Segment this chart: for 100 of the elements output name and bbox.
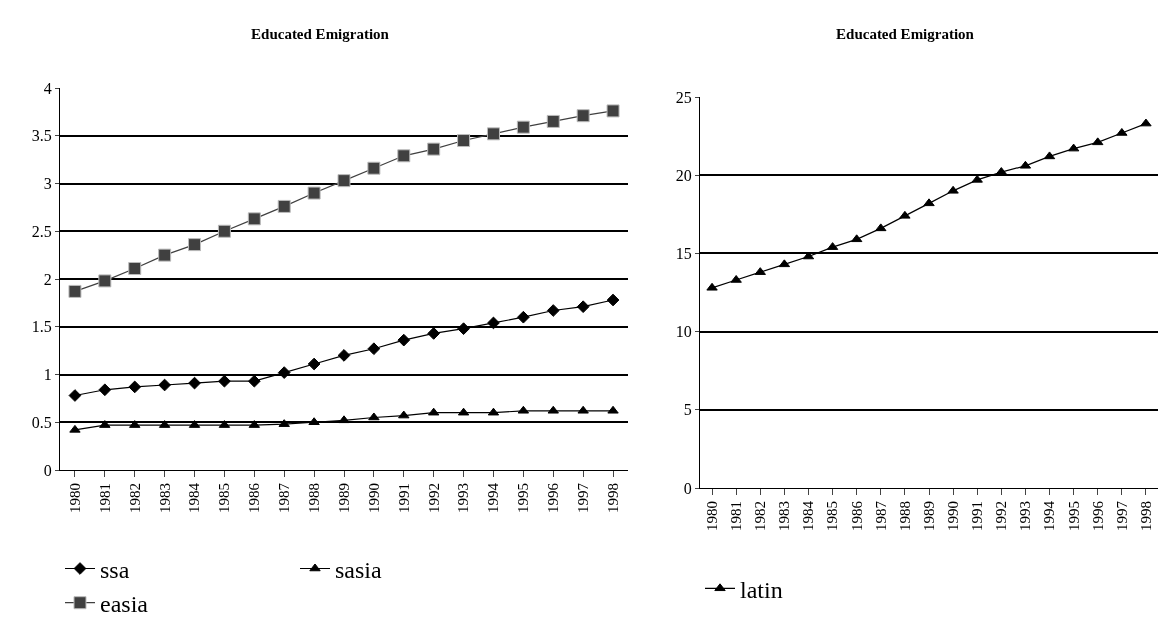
x-tick-label: 1985 xyxy=(824,501,841,531)
x-tick-label: 1997 xyxy=(1113,500,1130,531)
x-tick-label: 1992 xyxy=(425,483,442,513)
point xyxy=(69,424,81,433)
x-tick-label: 1984 xyxy=(800,500,817,531)
point xyxy=(427,142,441,156)
y-tick-label: 2.5 xyxy=(31,222,52,240)
y-tick-label: 1.5 xyxy=(31,318,52,336)
point xyxy=(128,380,142,394)
x-tick-label: 1988 xyxy=(896,501,913,531)
y-tick-label: 2 xyxy=(43,270,52,288)
x-tick-label: 1989 xyxy=(920,501,937,531)
y-tick-label: 3 xyxy=(43,175,52,193)
point xyxy=(923,198,935,207)
point xyxy=(397,333,411,347)
x-tick-label: 1998 xyxy=(604,483,621,513)
x-tick-label: 1997 xyxy=(575,482,592,513)
x-tick-label: 1991 xyxy=(395,483,412,513)
y-tick-label: 10 xyxy=(675,323,692,341)
x-tick-label: 1982 xyxy=(752,501,769,531)
y-tick-label: 0 xyxy=(43,461,52,479)
x-tick-label: 1995 xyxy=(1065,501,1082,531)
point xyxy=(487,316,500,330)
x-tick-label: 1988 xyxy=(305,483,322,513)
point xyxy=(576,300,590,314)
legend-label: latin xyxy=(740,576,783,603)
y-tick-label: 25 xyxy=(675,88,692,106)
point xyxy=(547,405,559,414)
point xyxy=(247,212,261,226)
x-tick-label: 1983 xyxy=(156,483,173,513)
x-tick-label: 1984 xyxy=(186,482,203,513)
chart-title: Educated Emigration xyxy=(251,26,390,43)
x-tick-label: 1980 xyxy=(703,501,720,531)
x-tick-label: 1996 xyxy=(545,482,562,513)
x-tick-label: 1994 xyxy=(1041,500,1058,531)
point xyxy=(307,357,321,371)
x-tick-label: 1985 xyxy=(216,483,233,513)
y-tick-label: 15 xyxy=(675,245,692,262)
y-tick-label: 0.5 xyxy=(31,413,52,431)
point xyxy=(98,274,112,288)
x-tick-label: 1993 xyxy=(1017,501,1034,531)
point xyxy=(546,114,560,128)
x-tick-label: 1989 xyxy=(335,483,352,513)
x-tick-label: 1987 xyxy=(276,482,293,513)
x-tick-label: 1996 xyxy=(1089,500,1106,531)
legend-label: sasia xyxy=(335,556,382,583)
legend-label: ssa xyxy=(100,556,130,583)
x-tick-label: 1983 xyxy=(776,501,793,531)
point xyxy=(427,327,441,340)
x-tick-label: 1987 xyxy=(872,500,889,531)
x-tick-label: 1990 xyxy=(365,483,382,513)
point xyxy=(546,304,560,317)
point xyxy=(517,310,530,324)
point xyxy=(337,174,351,188)
x-tick-label: 1981 xyxy=(96,483,113,513)
point xyxy=(188,238,202,252)
point xyxy=(307,186,321,200)
point xyxy=(1140,118,1152,127)
point xyxy=(368,412,380,421)
point xyxy=(397,149,411,163)
x-tick-label: 1990 xyxy=(944,501,961,531)
x-tick-label: 1991 xyxy=(969,501,986,531)
point xyxy=(158,378,171,392)
point xyxy=(218,374,231,388)
point xyxy=(98,383,112,397)
y-tick-label: 4 xyxy=(43,79,52,97)
point xyxy=(188,376,201,390)
point xyxy=(875,223,887,232)
point xyxy=(1116,127,1128,136)
legend-label: easia xyxy=(100,591,149,618)
x-tick-label: 1980 xyxy=(66,483,83,513)
point xyxy=(128,262,142,275)
y-tick-label: 20 xyxy=(675,166,692,184)
point xyxy=(516,120,530,134)
point xyxy=(277,199,291,213)
point xyxy=(1092,137,1104,146)
point xyxy=(68,284,82,298)
y-tick-label: 0 xyxy=(683,479,692,497)
x-tick-label: 1993 xyxy=(455,483,472,513)
point xyxy=(606,104,620,118)
point xyxy=(706,282,718,291)
x-tick-label: 1986 xyxy=(848,500,865,531)
x-tick-label: 1992 xyxy=(993,501,1010,531)
y-tick-label: 3.5 xyxy=(31,127,52,145)
point xyxy=(247,374,261,388)
point xyxy=(607,405,619,414)
y-tick-label: 5 xyxy=(683,401,692,419)
x-tick-label: 1994 xyxy=(485,482,502,513)
point xyxy=(367,342,381,356)
point xyxy=(457,134,471,148)
point xyxy=(457,322,470,336)
point xyxy=(277,366,291,379)
y-tick-label: 1 xyxy=(43,366,52,384)
point xyxy=(899,210,911,219)
x-tick-label: 1986 xyxy=(246,482,263,513)
x-tick-label: 1998 xyxy=(1137,501,1154,531)
x-tick-label: 1982 xyxy=(126,483,143,513)
point xyxy=(576,109,590,123)
x-tick-label: 1995 xyxy=(515,483,532,513)
x-tick-label: 1981 xyxy=(728,501,745,531)
